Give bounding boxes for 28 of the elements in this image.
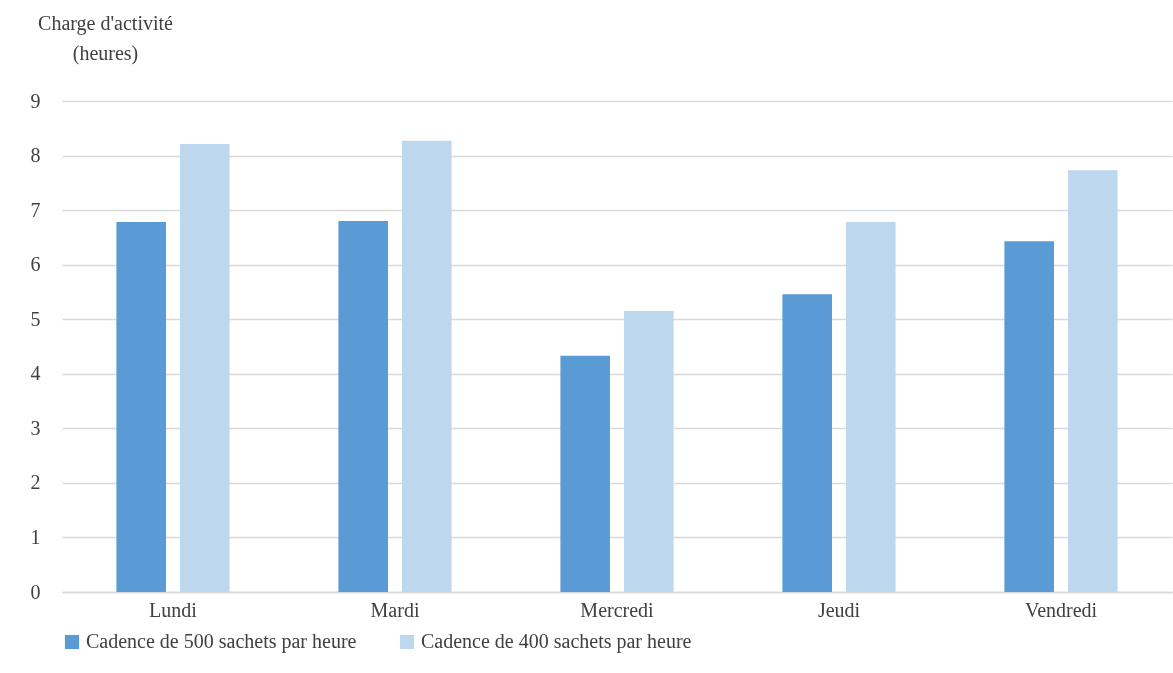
bar (782, 294, 832, 592)
x-tick-label: Mardi (370, 598, 420, 621)
y-tick-label: 9 (30, 89, 41, 112)
y-tick-label: 6 (30, 253, 41, 276)
x-tick-label: Vendredi (1024, 598, 1098, 621)
x-tick-label: Jeudi (817, 598, 861, 621)
y-tick-label: 2 (30, 471, 41, 494)
y-tick-label: 4 (30, 362, 41, 385)
bar (116, 222, 166, 592)
legend-label: Cadence de 500 sachets par heure (86, 630, 357, 653)
legend-label: Cadence de 400 sachets par heure (421, 630, 692, 653)
y-tick-label: 3 (30, 416, 41, 439)
y-tick-label: 0 (30, 580, 41, 603)
x-tick-label: Lundi (149, 598, 198, 621)
bar (1004, 241, 1054, 592)
bar (402, 140, 452, 592)
bar (338, 221, 388, 592)
bar (560, 355, 610, 592)
y-tick-label: 8 (30, 144, 41, 167)
y-tick-label: 1 (30, 525, 41, 548)
bar (846, 222, 896, 592)
y-tick-label: 5 (30, 307, 41, 330)
bar (1068, 170, 1118, 592)
y-tick-label: 7 (30, 198, 41, 221)
x-tick-label: Mercredi (580, 598, 655, 621)
bar (180, 144, 230, 592)
y-axis-title: Charge d'activité (heures) (38, 11, 174, 65)
bar (624, 311, 674, 592)
